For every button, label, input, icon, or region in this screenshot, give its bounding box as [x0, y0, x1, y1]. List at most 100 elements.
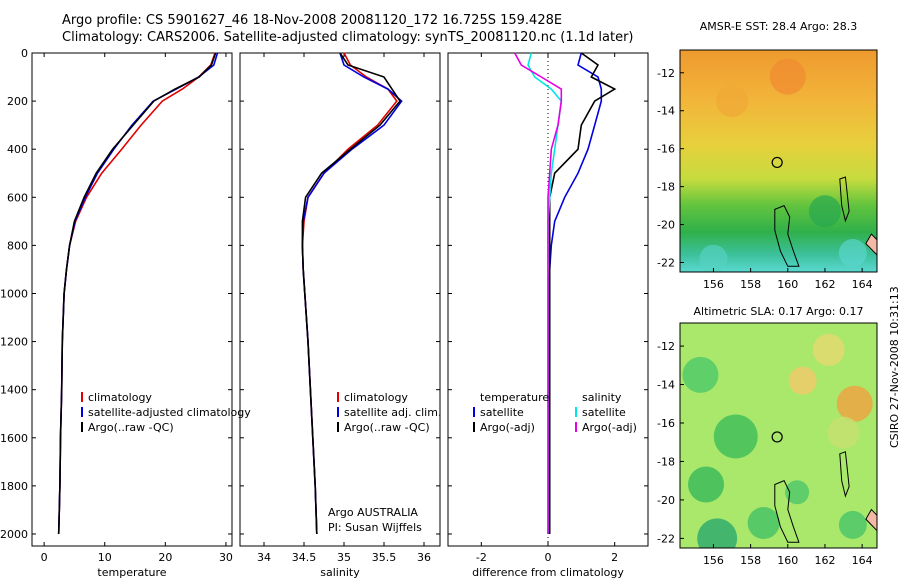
y-tick-label: 600: [7, 191, 28, 204]
map-x-tick-label: 158: [740, 554, 761, 567]
difference-salinity-legend-label: Argo(-adj): [582, 421, 637, 434]
map-y-tick-label: -12: [657, 67, 675, 80]
sla-patch: [788, 366, 817, 395]
x-tick-label: 2: [611, 551, 618, 564]
series-line-1: [547, 52, 603, 534]
map-x-tick-label: 158: [740, 278, 761, 291]
y-tick-label: 1800: [0, 480, 28, 493]
map-x-tick-label: 160: [777, 554, 798, 567]
map-field: [680, 323, 877, 548]
temperature-legend-label: Argo(..raw -QC): [88, 421, 174, 434]
coastline-1: [774, 480, 800, 543]
float-owner-label: Argo AUSTRALIA: [328, 506, 418, 519]
sla-patch: [827, 416, 860, 449]
salinity-legend-label: Argo(..raw -QC): [344, 421, 430, 434]
sst-patch: [769, 58, 806, 95]
map-y-tick-label: -22: [657, 532, 675, 545]
land-mass: [865, 508, 877, 532]
sst-patch: [699, 244, 728, 272]
x-tick-label: 34.5: [292, 551, 317, 564]
land-mass: [865, 233, 877, 256]
temperature-legend-label: climatology: [88, 391, 152, 404]
x-tick-label: -2: [476, 551, 487, 564]
sst-patch: [838, 239, 867, 268]
x-axis-label: difference from climatology: [472, 566, 624, 579]
map-x-tick-label: 160: [777, 278, 798, 291]
x-tick-label: 0: [41, 551, 48, 564]
difference-salinity-legend-label: satellite: [582, 406, 626, 419]
map-x-tick-label: 156: [703, 554, 724, 567]
y-tick-label: 400: [7, 143, 28, 156]
y-tick-label: 2000: [0, 528, 28, 541]
panel-salinity: 34 34.5 35 35.5 36 salinity climatology satelli…: [239, 52, 441, 579]
figure-title-line2: Climatology: CARS2006. Satellite-adjuste…: [62, 30, 634, 45]
series-line-1: [57, 52, 216, 535]
sla-patch: [812, 333, 845, 366]
map-y-tick-label: -16: [657, 143, 675, 156]
sla-patch: [747, 507, 780, 539]
map-frame: [679, 322, 878, 549]
map-title: Altimetric SLA: 0.17 Argo: 0.17: [693, 305, 863, 318]
x-tick-label: 20: [158, 551, 172, 564]
difference-legend-temperature-title: temperature: [480, 391, 549, 404]
sst-patch: [716, 85, 749, 118]
sla-patch: [682, 356, 719, 393]
map-y-tick-label: -22: [657, 257, 675, 270]
sla-patch: [785, 480, 810, 505]
map-field: [680, 50, 877, 272]
coastline-2: [839, 176, 850, 223]
x-tick-label: 35: [337, 551, 351, 564]
y-tick-label: 1200: [0, 336, 28, 349]
salinity-legend-label: climatology: [344, 391, 408, 404]
series-line-3: [527, 52, 563, 534]
y-tick-label: 0: [21, 47, 28, 60]
difference-temperature-legend-label: Argo(-adj): [480, 421, 535, 434]
series-line-3: [301, 52, 401, 535]
y-tick-label: 800: [7, 239, 28, 252]
sla-patch: [697, 518, 738, 548]
difference-temperature-legend-label: satellite: [480, 406, 524, 419]
x-tick-label: 0: [545, 551, 552, 564]
map-y-tick-label: -14: [657, 105, 675, 118]
map-frame: [679, 49, 878, 273]
x-tick-label: 30: [219, 551, 233, 564]
x-tick-label: 36: [417, 551, 431, 564]
map-y-tick-label: -18: [657, 455, 675, 468]
series-line-4: [513, 52, 563, 534]
sla-patch: [713, 414, 758, 459]
map-y-tick-label: -16: [657, 417, 675, 430]
map-x-tick-label: 162: [814, 278, 835, 291]
coastline-1: [774, 204, 800, 267]
panel-temperature: 0 10 20 30 temperature 0 200 400 600 800 1000 1200 1…: [0, 47, 251, 579]
map-y-tick-label: -14: [657, 379, 675, 392]
map-y-tick-label: -20: [657, 219, 675, 232]
map-title: AMSR-E SST: 28.4 Argo: 28.3: [700, 20, 858, 33]
y-tick-label: 1600: [0, 432, 28, 445]
map-x-tick-label: 162: [814, 554, 835, 567]
sla-patch: [688, 466, 725, 503]
series-line-3: [57, 52, 217, 535]
x-tick-label: 35.5: [372, 551, 397, 564]
y-tick-label: 1400: [0, 384, 28, 397]
map-y-tick-label: -12: [657, 340, 675, 353]
series-line-2: [301, 52, 403, 535]
sla-patch: [836, 385, 873, 422]
float-location-marker: [771, 156, 783, 169]
map-y-tick-label: -20: [657, 494, 675, 507]
panel-difference: -2 0 2 difference from climatology temperatu…: [447, 52, 649, 579]
y-tick-label: 200: [7, 95, 28, 108]
temperature-legend-label: satellite-adjusted climatology: [88, 406, 251, 419]
timestamp-stamp: CSIRO 27-Nov-2008 10:31:13: [888, 286, 900, 448]
x-tick-label: 34: [257, 551, 271, 564]
float-location-marker: [771, 431, 783, 443]
y-tick-label: 1000: [0, 287, 28, 300]
panel-map-sla: Altimetric SLA: 0.17 Argo: 0.17 156 158 160…: [657, 305, 878, 567]
figure-title-line1: Argo profile: CS 5901627_46 18-Nov-2008 …: [62, 13, 563, 28]
map-x-tick-label: 164: [852, 554, 873, 567]
x-axis-label: salinity: [320, 566, 360, 579]
sla-patch: [838, 510, 867, 539]
coastline-2: [839, 451, 850, 498]
map-x-tick-label: 156: [703, 278, 724, 291]
map-x-tick-label: 164: [852, 278, 873, 291]
